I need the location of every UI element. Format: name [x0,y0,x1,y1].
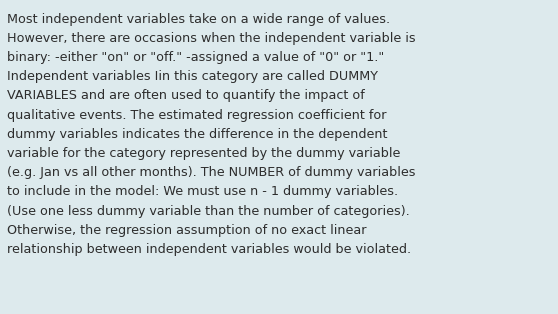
Text: Most independent variables take on a wide range of values.
However, there are oc: Most independent variables take on a wid… [7,13,415,256]
